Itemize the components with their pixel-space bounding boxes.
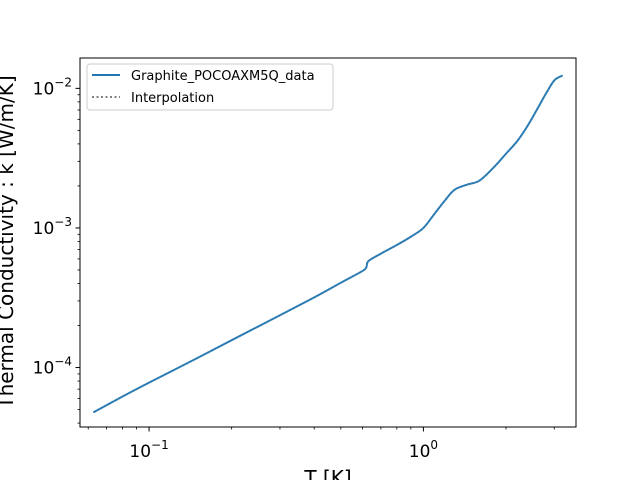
x-tick-label: 100 [409,438,438,462]
legend-box [86,63,334,111]
x-tick-label: 10−1 [129,438,168,462]
x-axis-label: T [K] [303,466,351,480]
y-tick-label: 10−3 [33,215,72,239]
y-tick-label: 10−2 [33,75,72,99]
minor-ticks [77,94,555,430]
y-axis-label: Thermal Conductivity : k [W/m/K] [0,75,18,409]
data-series-line [93,74,563,414]
x-axis-ticks: 10−1 100 [129,427,438,462]
plot-frame [79,57,577,428]
y-axis-ticks: 10−4 10−3 10−2 [33,75,80,379]
legend-label-interpolation: Interpolation [131,91,214,106]
y-tick-label: 10−4 [33,355,72,379]
legend: Graphite_POCOAXM5Q_data Interpolation [86,63,334,111]
series-layer [93,74,563,414]
plot-area [79,57,577,428]
legend-label-data: Graphite_POCOAXM5Q_data [131,69,315,84]
